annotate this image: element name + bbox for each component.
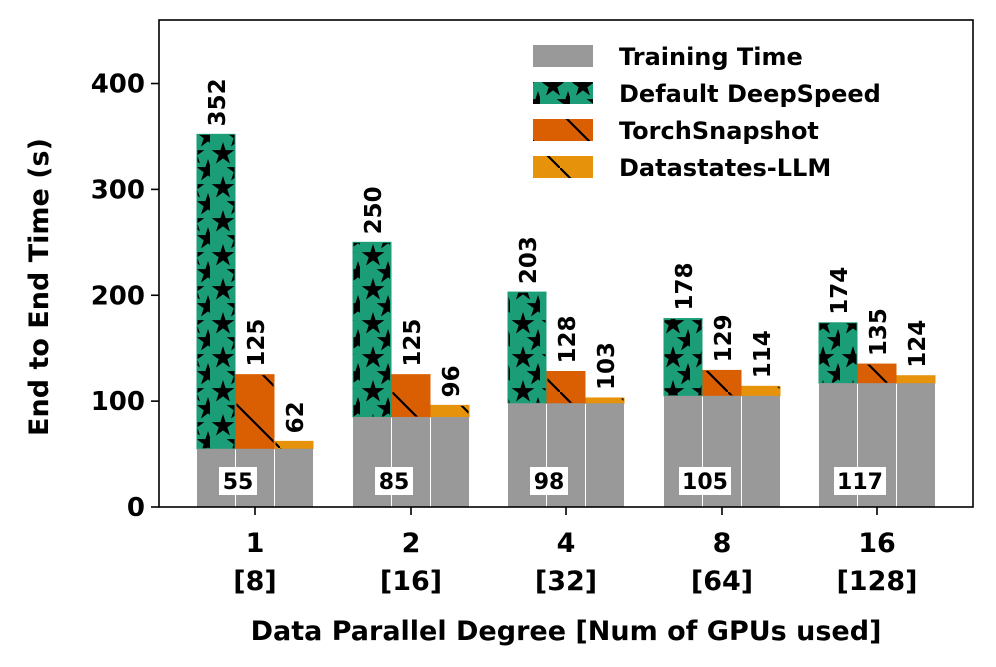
training-label-box-2 [375, 467, 413, 495]
x-tick-gpus-16: [128] [836, 566, 917, 597]
x-tick-gpus-4: [32] [535, 566, 597, 597]
x-tick-label-8: 8 [713, 528, 732, 559]
training-label-box-16 [834, 467, 886, 495]
legend-label-datastates-llm: Datastates-LLM [619, 154, 831, 182]
data-label-default-deepspeed-2: 250 [361, 186, 387, 234]
data-label-datastates-llm-1: 62 [283, 401, 309, 433]
data-label-default-deepspeed-8: 178 [672, 263, 698, 311]
data-label-default-deepspeed-1: 352 [205, 78, 231, 126]
legend-label-torchsnapshot: TorchSnapshot [619, 117, 819, 145]
data-label-torchsnapshot-8: 129 [711, 314, 737, 362]
legend-swatch-torchsnapshot [533, 119, 593, 141]
legend-label-training-time: Training Time [619, 43, 803, 71]
bar-datastates-llm-4 [585, 397, 625, 404]
training-label-box-4 [530, 467, 568, 495]
legend-label-default-deepspeed: Default DeepSpeed [619, 80, 881, 108]
bar-training-time-1-3 [275, 448, 313, 507]
data-label-default-deepspeed-4: 203 [516, 236, 542, 284]
data-label-training-time-16: 117 [837, 470, 883, 495]
data-label-training-time-1: 55 [223, 470, 254, 495]
data-label-datastates-llm-8: 114 [750, 330, 776, 378]
bar-torchsnapshot-2 [391, 374, 431, 418]
y-tick-label-200: 200 [91, 281, 145, 311]
x-axis-title: Data Parallel Degree [Num of GPUs used] [251, 616, 882, 647]
bar-default-deepspeed-1 [196, 133, 236, 450]
data-label-datastates-llm-4: 103 [594, 342, 620, 390]
data-label-torchsnapshot-16: 135 [866, 308, 892, 356]
y-tick-label-300: 300 [91, 175, 145, 205]
x-tick-gpus-2: [16] [380, 566, 442, 597]
legend-swatch-datastates-llm [533, 156, 593, 178]
data-label-training-time-4: 98 [534, 470, 565, 495]
bar-training-time-4-3 [586, 403, 624, 507]
y-tick-label-400: 400 [91, 70, 145, 100]
legend-swatch-default-deepspeed [533, 82, 593, 104]
bar-torchsnapshot-16 [857, 363, 897, 384]
x-tick-gpus-8: [64] [691, 566, 753, 597]
bar-datastates-llm-2 [430, 404, 470, 418]
bar-training-time-8-3 [742, 395, 780, 507]
bar-torchsnapshot-8 [702, 369, 742, 397]
bar-datastates-llm-16 [896, 375, 936, 384]
y-axis-title: End to End Time (s) [24, 138, 55, 436]
bar-default-deepspeed-2 [352, 241, 392, 418]
data-label-datastates-llm-2: 96 [439, 365, 465, 397]
data-label-torchsnapshot-2: 125 [400, 319, 426, 367]
bar-torchsnapshot-1 [235, 374, 275, 450]
training-label-box-8 [679, 467, 731, 495]
x-tick-gpus-1: [8] [233, 566, 276, 597]
y-tick-label-100: 100 [91, 387, 145, 417]
bar-datastates-llm-1 [274, 440, 314, 450]
training-label-box-1 [219, 467, 257, 495]
data-label-datastates-llm-16: 124 [905, 320, 931, 368]
data-label-default-deepspeed-16: 174 [827, 267, 853, 315]
data-label-torchsnapshot-1: 125 [244, 319, 270, 367]
x-tick-label-16: 16 [858, 528, 896, 559]
bar-training-time-2-3 [431, 417, 469, 507]
x-tick-label-4: 4 [557, 528, 576, 559]
x-tick-label-2: 2 [402, 528, 421, 559]
y-tick-label-0: 0 [127, 493, 145, 523]
bar-training-time-16-3 [897, 383, 935, 507]
legend-swatch-training-time [533, 45, 593, 67]
bar-default-deepspeed-4 [507, 291, 547, 404]
bar-torchsnapshot-4 [546, 370, 586, 404]
data-label-training-time-8: 105 [682, 470, 728, 495]
data-label-training-time-2: 85 [379, 470, 410, 495]
data-label-torchsnapshot-4: 128 [555, 315, 581, 363]
bar-default-deepspeed-16 [818, 322, 858, 384]
bar-datastates-llm-8 [741, 385, 781, 397]
bar-default-deepspeed-8 [663, 318, 703, 397]
x-tick-label-1: 1 [246, 528, 265, 559]
legend: Training Time Default DeepSpeed TorchSnaps… [533, 43, 881, 182]
